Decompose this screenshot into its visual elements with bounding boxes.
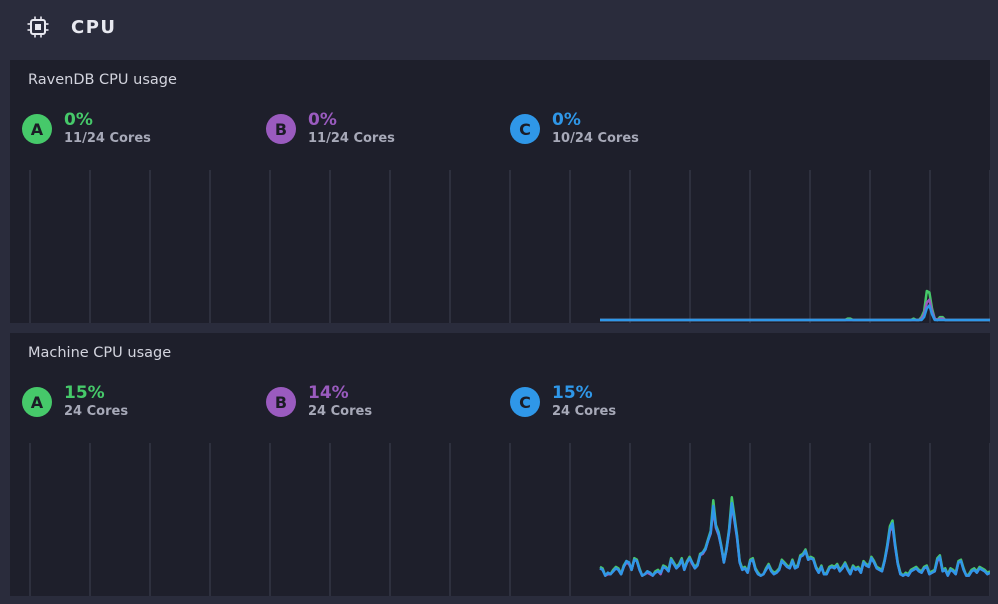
node-b-badge: B (266, 387, 296, 417)
cpu-chip-icon (27, 16, 49, 38)
node-b-percent: 0% (308, 110, 337, 130)
cpu-header: CPU (0, 0, 998, 56)
series-line-c (599, 501, 990, 577)
node-a-badge: A (22, 114, 52, 144)
node-b-badge: B (266, 114, 296, 144)
machine-cpu-panel: Machine CPU usage A 15% 24 Cores B 14% 2… (10, 333, 990, 596)
node-c-cores: 10/24 Cores (552, 131, 639, 146)
page-title: CPU (71, 17, 117, 38)
node-c-percent: 15% (552, 383, 593, 403)
node-a-cores: 11/24 Cores (64, 131, 151, 146)
ravendb-cpu-chart (29, 170, 990, 323)
node-b-percent: 14% (308, 383, 349, 403)
node-c-cores: 24 Cores (552, 404, 617, 419)
node-a-badge: A (22, 387, 52, 417)
panel-title: RavenDB CPU usage (28, 72, 177, 88)
panel-title: Machine CPU usage (28, 345, 172, 361)
node-a-percent: 0% (64, 110, 93, 130)
node-a-percent: 15% (64, 383, 105, 403)
node-b-cores: 11/24 Cores (308, 131, 395, 146)
series-line-a (599, 496, 990, 577)
node-c-badge: C (510, 114, 540, 144)
node-a-cores: 24 Cores (64, 404, 129, 419)
node-b-cores: 24 Cores (308, 404, 373, 419)
machine-cpu-chart (29, 443, 990, 596)
node-c-percent: 0% (552, 110, 581, 130)
series-line-c (600, 304, 990, 322)
node-c-badge: C (510, 387, 540, 417)
ravendb-cpu-panel: RavenDB CPU usage A 0% 11/24 Cores B 0% … (10, 60, 990, 323)
